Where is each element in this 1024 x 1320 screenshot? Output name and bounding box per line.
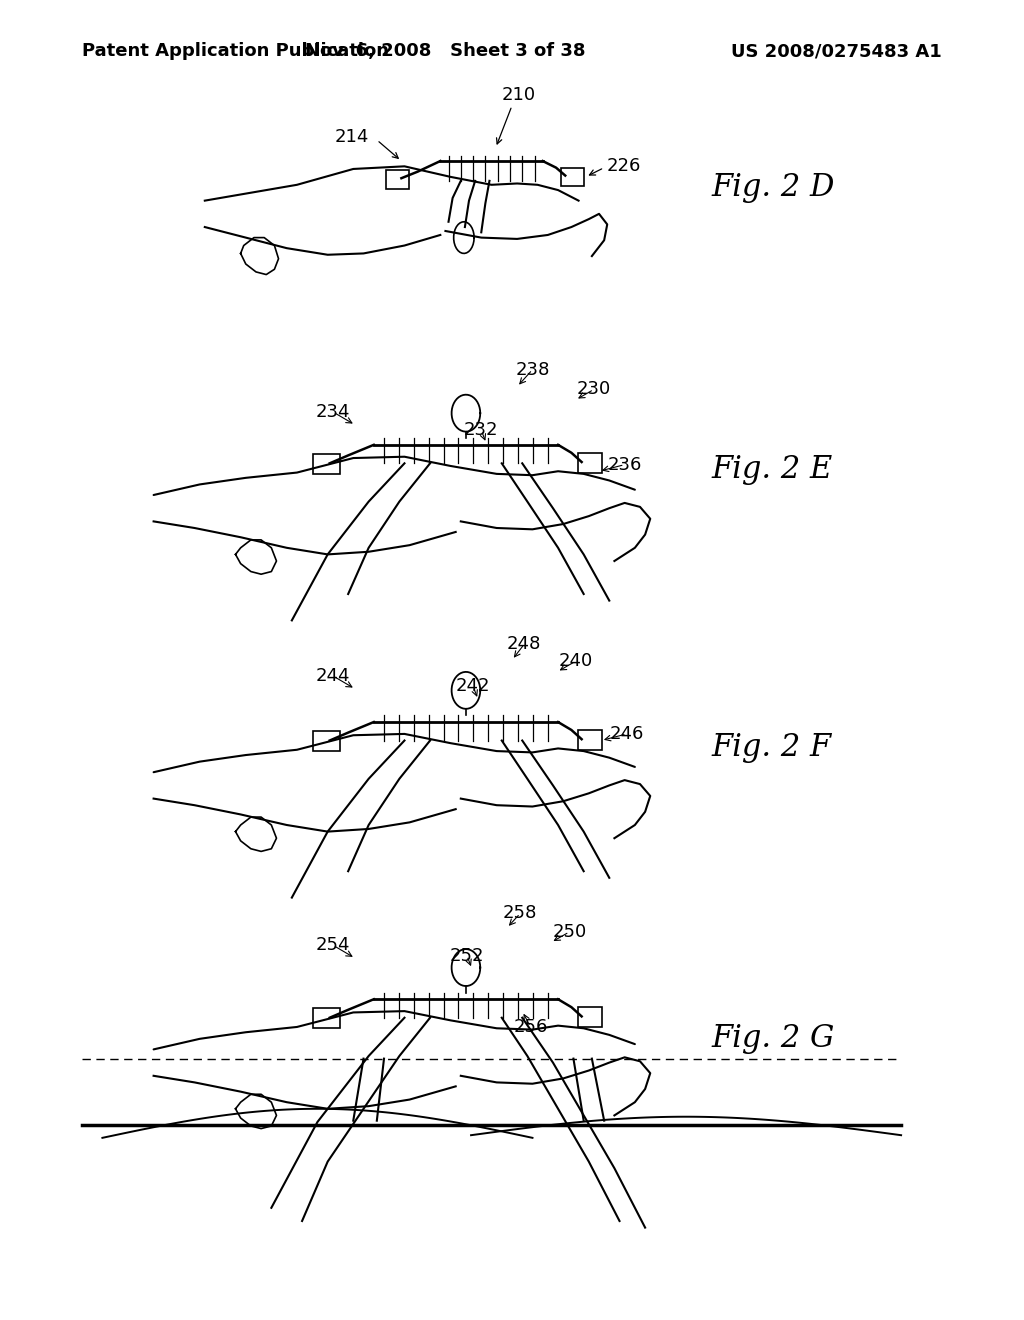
Text: 244: 244 bbox=[315, 667, 350, 685]
Text: Fig. 2 G: Fig. 2 G bbox=[712, 1023, 835, 1055]
FancyBboxPatch shape bbox=[313, 1008, 340, 1028]
Text: 258: 258 bbox=[503, 904, 538, 923]
Text: US 2008/0275483 A1: US 2008/0275483 A1 bbox=[731, 42, 942, 61]
Text: Fig. 2 F: Fig. 2 F bbox=[712, 731, 831, 763]
Text: 214: 214 bbox=[334, 128, 369, 147]
Text: 240: 240 bbox=[558, 652, 593, 671]
FancyBboxPatch shape bbox=[386, 170, 409, 189]
Text: 248: 248 bbox=[507, 635, 542, 653]
Text: 232: 232 bbox=[464, 421, 499, 440]
FancyBboxPatch shape bbox=[578, 1007, 602, 1027]
Text: Patent Application Publication: Patent Application Publication bbox=[82, 42, 389, 61]
FancyBboxPatch shape bbox=[313, 454, 340, 474]
Text: 254: 254 bbox=[315, 936, 350, 954]
Text: 246: 246 bbox=[609, 725, 644, 743]
Text: Fig. 2 D: Fig. 2 D bbox=[712, 172, 836, 203]
Text: 210: 210 bbox=[502, 86, 537, 104]
Text: 250: 250 bbox=[552, 923, 587, 941]
Text: Nov. 6, 2008   Sheet 3 of 38: Nov. 6, 2008 Sheet 3 of 38 bbox=[305, 42, 586, 61]
Text: 252: 252 bbox=[450, 946, 484, 965]
FancyBboxPatch shape bbox=[578, 730, 602, 750]
Text: 242: 242 bbox=[456, 677, 490, 696]
Text: 256: 256 bbox=[513, 1018, 548, 1036]
FancyBboxPatch shape bbox=[561, 168, 584, 186]
Text: 236: 236 bbox=[607, 455, 642, 474]
FancyBboxPatch shape bbox=[313, 731, 340, 751]
Text: Fig. 2 E: Fig. 2 E bbox=[712, 454, 833, 486]
Text: 230: 230 bbox=[577, 380, 611, 399]
Text: 226: 226 bbox=[606, 157, 641, 176]
FancyBboxPatch shape bbox=[578, 453, 602, 473]
Text: 238: 238 bbox=[515, 360, 550, 379]
Text: 234: 234 bbox=[315, 403, 350, 421]
